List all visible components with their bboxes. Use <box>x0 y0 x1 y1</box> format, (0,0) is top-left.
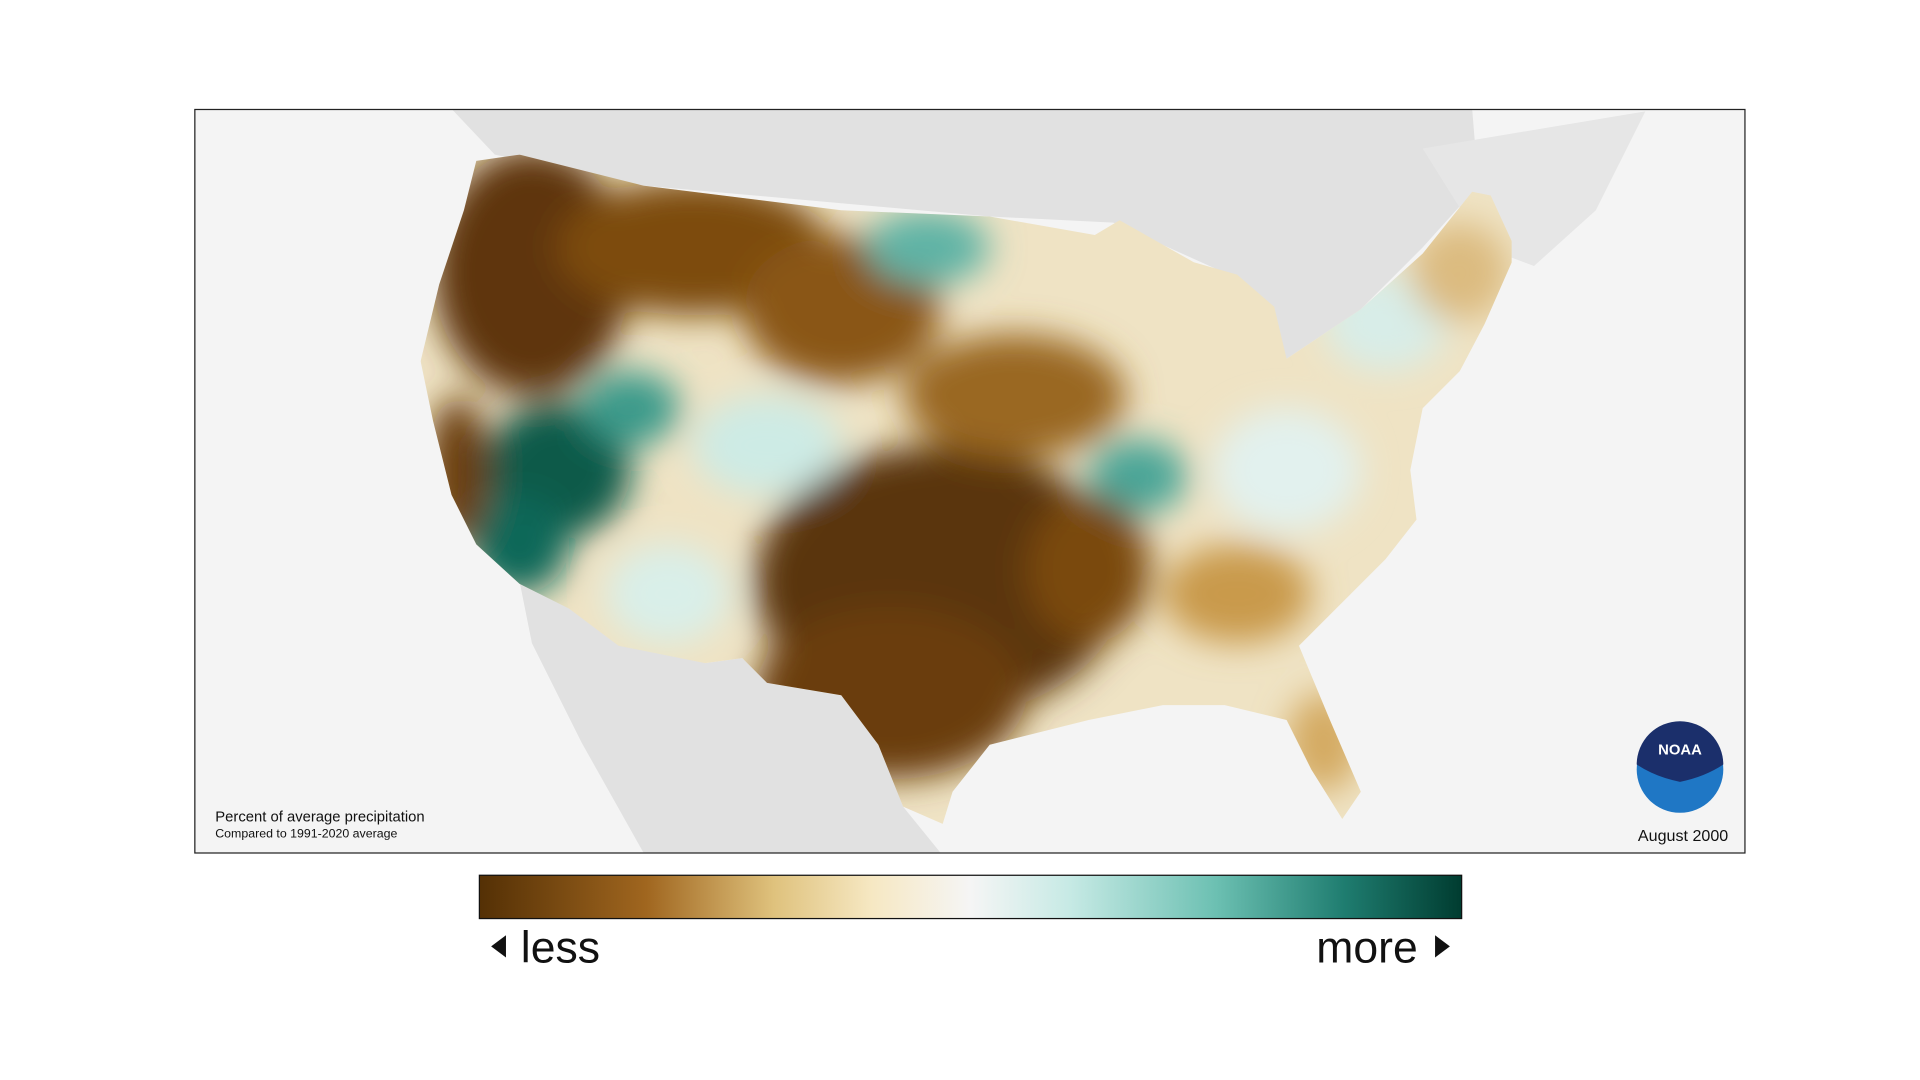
map-area <box>194 108 1745 853</box>
map-date: August 2000 <box>1638 827 1728 845</box>
logo-text: NOAA <box>1658 743 1702 759</box>
legend-arrow-left <box>491 935 506 958</box>
map-frame <box>194 108 1746 854</box>
legend-arrow-right <box>1435 935 1450 958</box>
map-caption: Percent of average precipitation <box>215 809 424 825</box>
legend-colorbar <box>478 874 1463 920</box>
map-subcaption: Compared to 1991-2020 average <box>215 827 397 841</box>
noaa-logo: NOAA <box>1636 721 1724 813</box>
mexico <box>519 581 941 853</box>
canada <box>451 108 1479 359</box>
legend-low-label: less <box>521 923 600 972</box>
logo-top <box>1636 721 1724 782</box>
legend-high-label: more <box>1316 923 1417 972</box>
